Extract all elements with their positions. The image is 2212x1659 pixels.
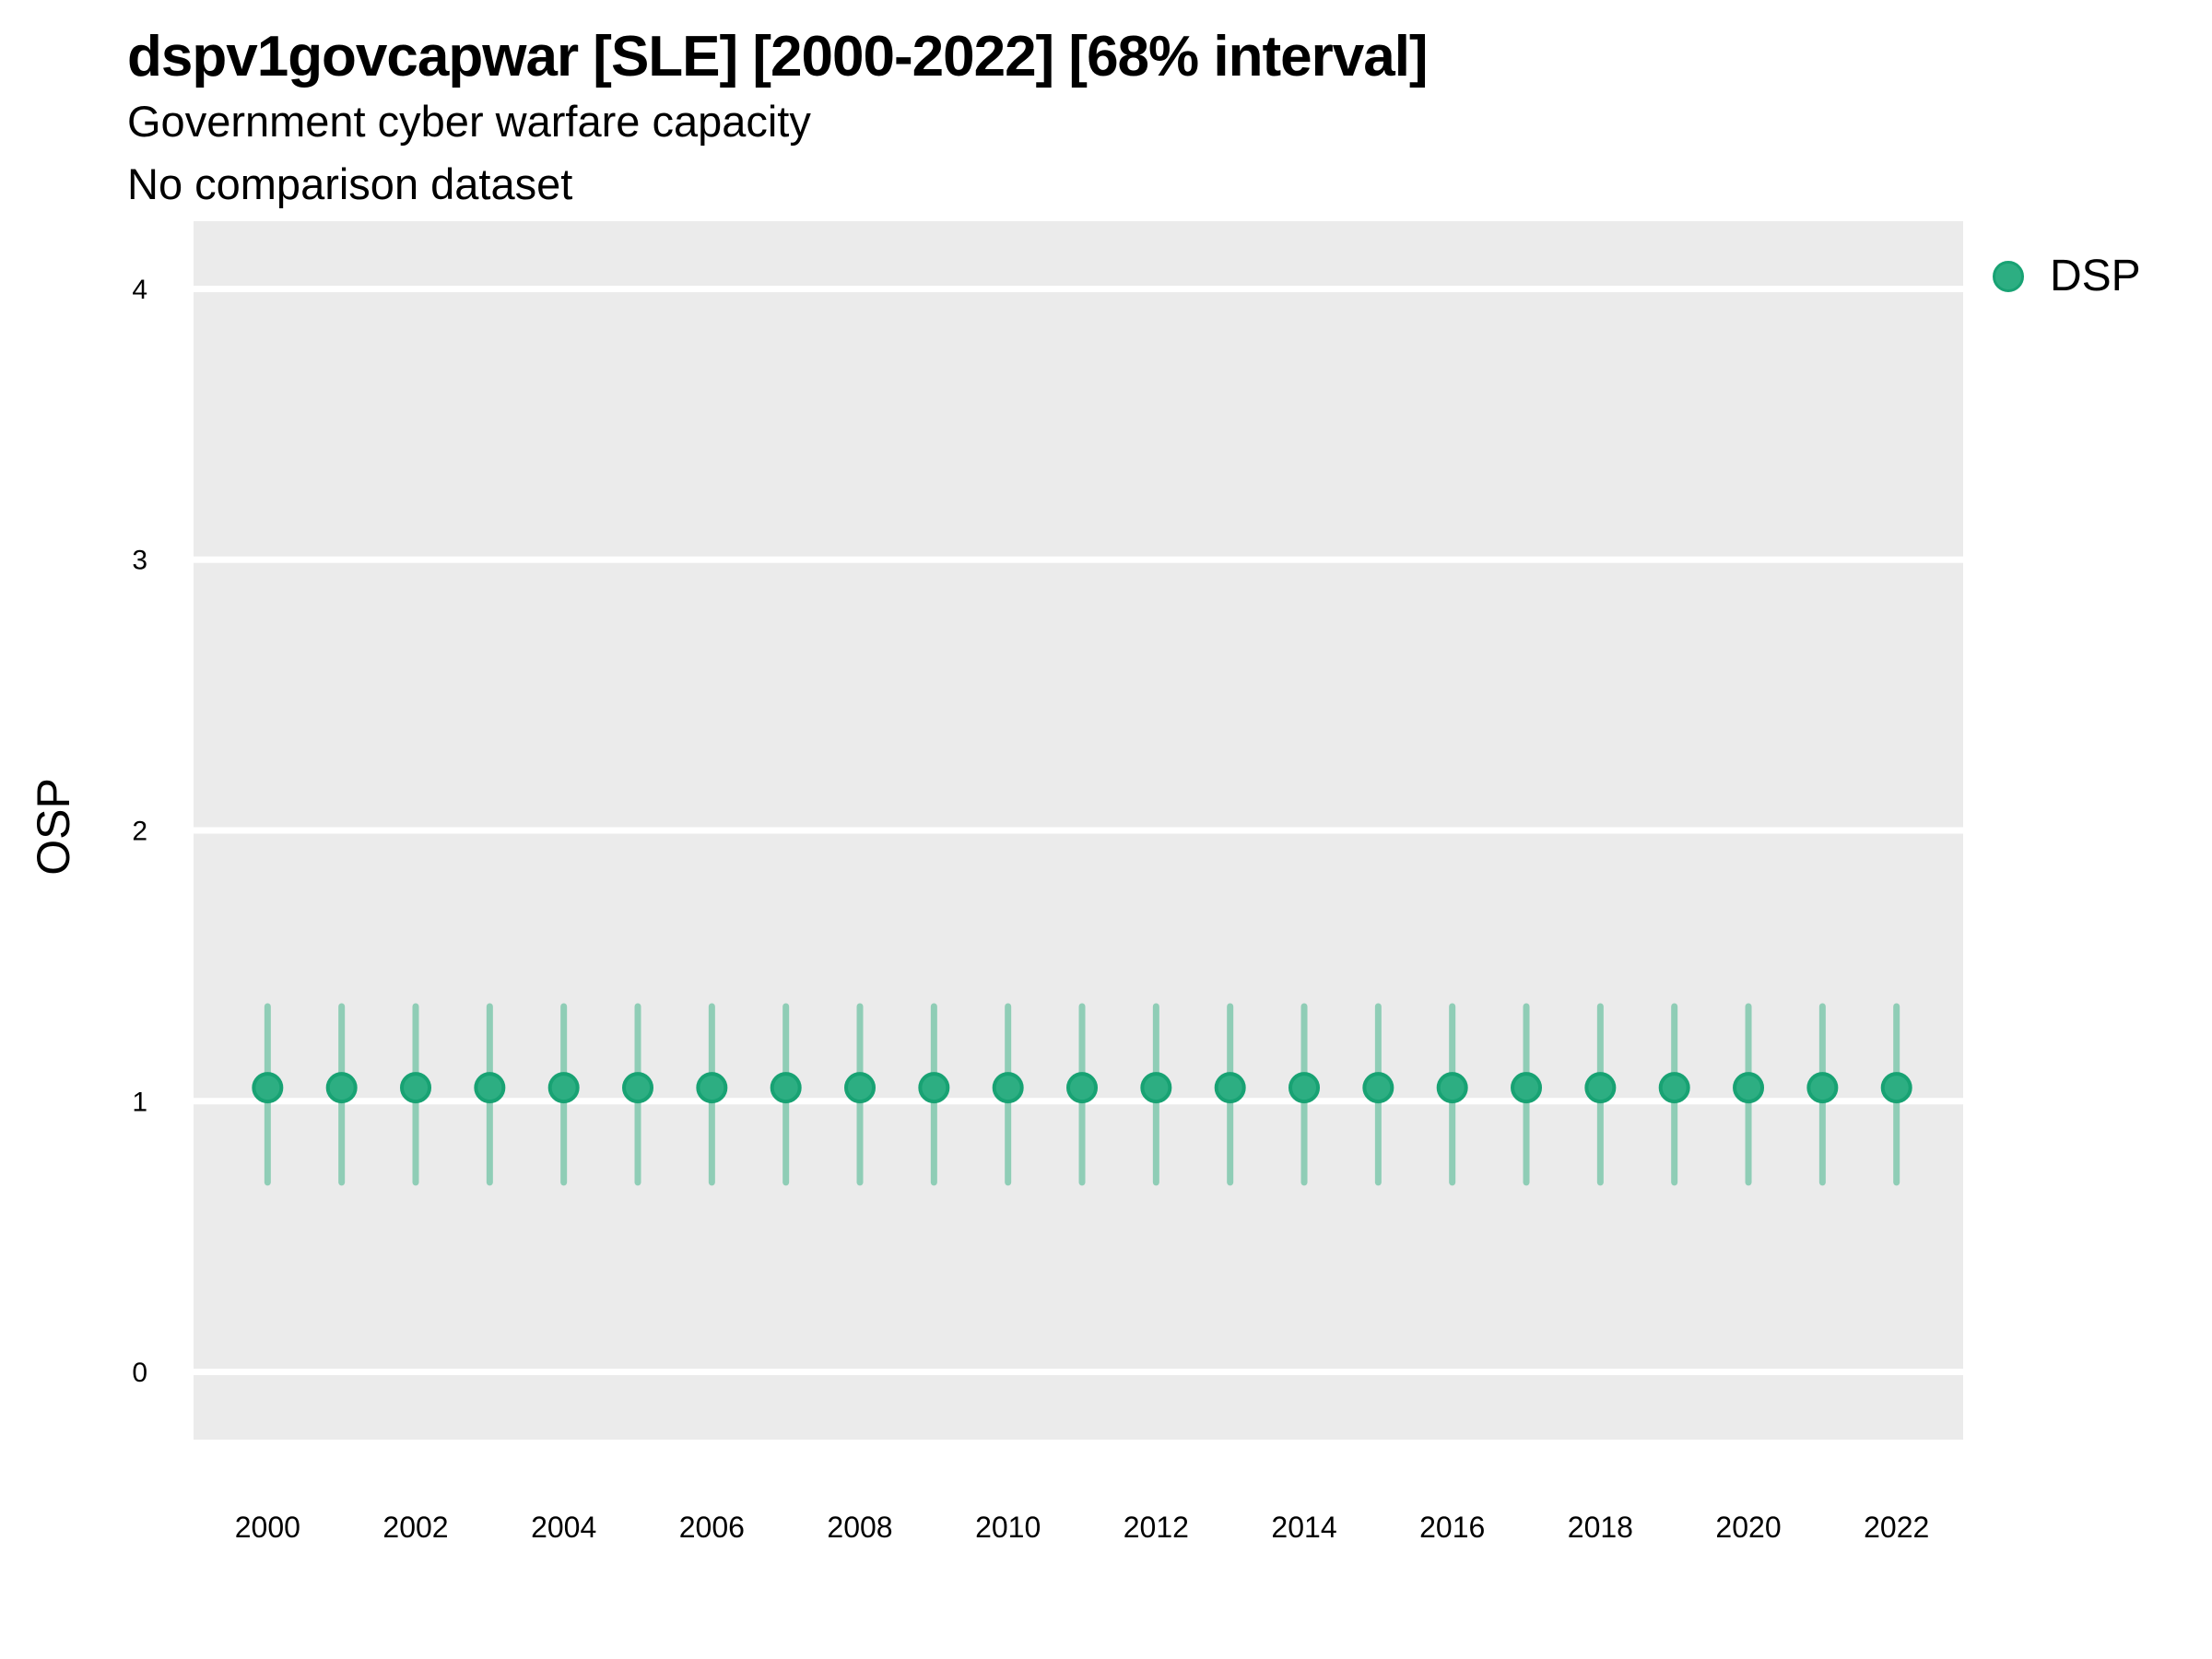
- data-point-2010: [992, 1072, 1024, 1104]
- data-point-2007: [770, 1072, 802, 1104]
- x-tick-label-2000: 2000: [235, 1511, 300, 1544]
- data-point-2020: [1733, 1072, 1765, 1104]
- y-tick-label-3: 3: [132, 546, 147, 576]
- data-point-2009: [918, 1072, 950, 1104]
- x-tick-label-2008: 2008: [827, 1511, 892, 1544]
- data-point-2021: [1806, 1072, 1839, 1104]
- data-point-2017: [1511, 1072, 1543, 1104]
- data-point-2015: [1362, 1072, 1394, 1104]
- data-point-2022: [1880, 1072, 1912, 1104]
- data-point-2016: [1436, 1072, 1468, 1104]
- x-tick-label-2006: 2006: [679, 1511, 745, 1544]
- x-tick-label-2004: 2004: [531, 1511, 596, 1544]
- comparison-note: No comparison dataset: [127, 159, 573, 208]
- data-point-2018: [1584, 1072, 1617, 1104]
- x-tick-label-2016: 2016: [1419, 1511, 1485, 1544]
- data-point-2004: [547, 1072, 580, 1104]
- data-point-2012: [1140, 1072, 1172, 1104]
- data-point-2008: [844, 1072, 877, 1104]
- x-tick-label-2022: 2022: [1864, 1511, 1929, 1544]
- data-point-2006: [696, 1072, 728, 1104]
- legend: DSP: [1993, 254, 2141, 299]
- x-tick-label-2010: 2010: [975, 1511, 1041, 1544]
- x-tick-label-2002: 2002: [382, 1511, 448, 1544]
- chart-title: dspv1govcapwar [SLE] [2000-2022] [68% in…: [127, 25, 1429, 88]
- legend-marker-icon: [1993, 261, 2024, 292]
- data-point-2000: [252, 1072, 284, 1104]
- y-tick-label-4: 4: [132, 275, 147, 305]
- data-point-2011: [1066, 1072, 1099, 1104]
- x-tick-label-2012: 2012: [1124, 1511, 1189, 1544]
- data-point-2014: [1288, 1072, 1321, 1104]
- x-tick-label-2014: 2014: [1271, 1511, 1336, 1544]
- y-tick-label-0: 0: [132, 1358, 147, 1388]
- y-tick-label-2: 2: [132, 817, 147, 847]
- data-point-2001: [325, 1072, 358, 1104]
- x-tick-label-2018: 2018: [1568, 1511, 1633, 1544]
- data-point-2019: [1658, 1072, 1690, 1104]
- data-point-2005: [622, 1072, 654, 1104]
- legend-item-label: DSP: [2050, 252, 2141, 300]
- x-tick-label-2020: 2020: [1715, 1511, 1781, 1544]
- y-tick-label-1: 1: [132, 1087, 147, 1117]
- data-point-2002: [400, 1072, 432, 1104]
- data-point-2003: [474, 1072, 506, 1104]
- data-point-2013: [1214, 1072, 1246, 1104]
- chart-subtitle: Government cyber warfare capacity: [127, 97, 811, 146]
